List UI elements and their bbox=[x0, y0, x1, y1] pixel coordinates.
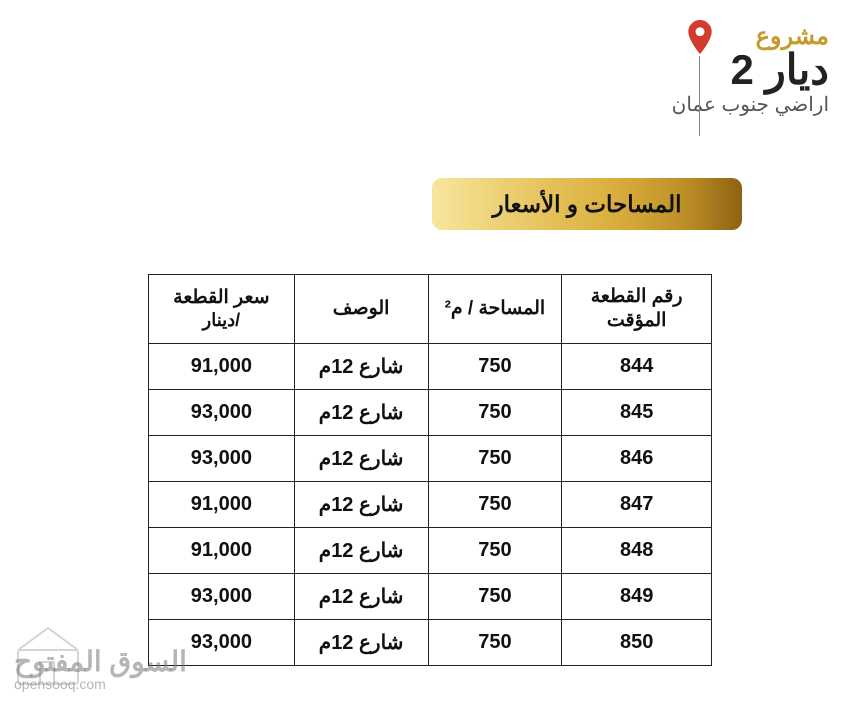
watermark-url: opensooq.com bbox=[14, 676, 187, 692]
col-header-area: المساحة / م² bbox=[428, 275, 562, 344]
col-header-desc: الوصف bbox=[294, 275, 428, 344]
cell-area: 750 bbox=[428, 435, 562, 481]
col-header-lot: رقم القطعة المؤقت bbox=[562, 275, 712, 344]
table-row: 850 750 شارع 12م 93,000 bbox=[149, 619, 712, 665]
cell-lot: 847 bbox=[562, 481, 712, 527]
cell-area: 750 bbox=[428, 389, 562, 435]
location-pin-icon bbox=[687, 20, 713, 54]
cell-lot: 850 bbox=[562, 619, 712, 665]
cell-desc: شارع 12م bbox=[294, 343, 428, 389]
table-row: 849 750 شارع 12م 93,000 bbox=[149, 573, 712, 619]
table-header-row: رقم القطعة المؤقت المساحة / م² الوصف سعر… bbox=[149, 275, 712, 344]
watermark-text: السوق المفتوح bbox=[14, 645, 187, 678]
cell-area: 750 bbox=[428, 481, 562, 527]
cell-lot: 849 bbox=[562, 573, 712, 619]
cell-price: 93,000 bbox=[149, 389, 295, 435]
col-header-price: سعر القطعة /دينار bbox=[149, 275, 295, 344]
cell-lot: 844 bbox=[562, 343, 712, 389]
section-badge-prices: المساحات و الأسعار bbox=[432, 178, 742, 230]
cell-area: 750 bbox=[428, 343, 562, 389]
cell-price: 91,000 bbox=[149, 527, 295, 573]
cell-desc: شارع 12م bbox=[294, 619, 428, 665]
cell-area: 750 bbox=[428, 619, 562, 665]
prices-table: رقم القطعة المؤقت المساحة / م² الوصف سعر… bbox=[148, 274, 712, 666]
cell-area: 750 bbox=[428, 573, 562, 619]
cell-lot: 846 bbox=[562, 435, 712, 481]
header-divider bbox=[699, 56, 700, 136]
col-header-price-main: سعر القطعة bbox=[173, 287, 269, 308]
cell-desc: شارع 12م bbox=[294, 435, 428, 481]
watermark: السوق المفتوح opensooq.com bbox=[14, 645, 187, 692]
cell-price: 93,000 bbox=[149, 573, 295, 619]
col-header-price-unit: /دينار bbox=[155, 309, 288, 332]
project-subtitle: اراضي جنوب عمان bbox=[672, 92, 829, 117]
cell-price: 91,000 bbox=[149, 343, 295, 389]
table-body: 844 750 شارع 12م 91,000 845 750 شارع 12م… bbox=[149, 343, 712, 665]
cell-desc: شارع 12م bbox=[294, 481, 428, 527]
table-row: 846 750 شارع 12م 93,000 bbox=[149, 435, 712, 481]
cell-desc: شارع 12م bbox=[294, 573, 428, 619]
cell-lot: 848 bbox=[562, 527, 712, 573]
cell-price: 91,000 bbox=[149, 481, 295, 527]
table-row: 847 750 شارع 12م 91,000 bbox=[149, 481, 712, 527]
project-header: مشروع ديار 2 اراضي جنوب عمان bbox=[672, 22, 829, 117]
cell-desc: شارع 12م bbox=[294, 527, 428, 573]
cell-area: 750 bbox=[428, 527, 562, 573]
table-row: 845 750 شارع 12م 93,000 bbox=[149, 389, 712, 435]
table-row: 848 750 شارع 12م 91,000 bbox=[149, 527, 712, 573]
cell-price: 93,000 bbox=[149, 435, 295, 481]
cell-lot: 845 bbox=[562, 389, 712, 435]
table-row: 844 750 شارع 12م 91,000 bbox=[149, 343, 712, 389]
cell-desc: شارع 12م bbox=[294, 389, 428, 435]
